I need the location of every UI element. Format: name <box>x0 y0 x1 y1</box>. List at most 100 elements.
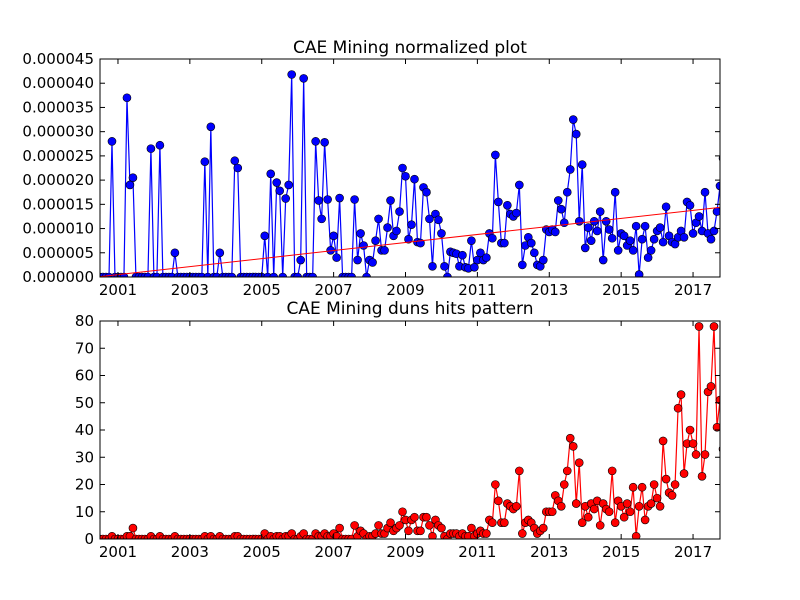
data-point <box>269 272 279 277</box>
data-point <box>395 207 404 216</box>
data-point <box>308 272 317 277</box>
data-point <box>398 163 407 173</box>
data-point <box>583 512 593 522</box>
data-point <box>589 504 599 514</box>
data-point <box>128 523 138 533</box>
data-point <box>407 220 416 229</box>
data-point <box>610 518 620 527</box>
data-point <box>700 450 710 459</box>
data-point <box>332 253 341 262</box>
data-point <box>359 241 368 250</box>
data-point <box>512 208 521 218</box>
y-axis: 0 10 20 30 40 50 60 70 80 <box>75 312 720 548</box>
data-point <box>416 526 425 536</box>
data-point <box>230 156 240 166</box>
data-point <box>709 322 719 331</box>
data-point <box>275 186 285 196</box>
data-point <box>125 180 135 190</box>
data-point <box>649 480 659 489</box>
data-point <box>482 529 491 538</box>
data-point <box>398 507 407 517</box>
x-tick-label: 2003 <box>171 543 209 561</box>
data-point <box>392 226 401 236</box>
data-point <box>565 433 575 443</box>
data-point <box>425 521 434 530</box>
data-point <box>374 214 383 224</box>
data-point <box>601 216 611 226</box>
chart-title: CAE Mining duns hits pattern <box>287 299 534 319</box>
data-point <box>652 493 662 503</box>
data-point <box>272 178 282 187</box>
data-point <box>637 234 647 244</box>
data-point <box>637 482 647 492</box>
data-point <box>494 197 503 207</box>
data-point <box>592 226 602 236</box>
y-tick-label: 40 <box>75 421 94 439</box>
data-point <box>155 140 165 150</box>
data-point <box>628 246 638 255</box>
data-point <box>329 231 338 241</box>
data-point <box>266 169 276 179</box>
data-point <box>571 129 581 139</box>
data-point <box>371 236 380 245</box>
data-point <box>200 157 210 166</box>
data-point <box>625 507 635 517</box>
data-point <box>458 250 467 260</box>
data-point <box>556 204 566 214</box>
plot-frame <box>99 58 721 278</box>
data-point <box>655 501 665 511</box>
data-point <box>655 223 665 232</box>
data-point <box>317 214 326 224</box>
data-point <box>568 442 578 451</box>
data-point <box>685 201 695 210</box>
y-tick-label: 0.000035 <box>22 98 94 116</box>
x-tick-label: 2017 <box>674 281 712 299</box>
x-tick-label: 2007 <box>315 281 353 299</box>
x-tick-label: 2001 <box>99 281 137 299</box>
data-point <box>518 529 527 538</box>
y-tick-label: 20 <box>75 476 94 494</box>
chart-title: CAE Mining normalized plot <box>293 38 527 58</box>
x-tick-label: 2013 <box>530 281 568 299</box>
data-point <box>350 195 359 204</box>
data-point <box>395 521 404 530</box>
y-tick-label: 0.000000 <box>22 268 94 286</box>
data-point <box>320 138 329 147</box>
data-point <box>598 255 608 265</box>
data-point <box>604 225 614 234</box>
x-tick-label: 2015 <box>602 281 640 299</box>
data-point <box>422 187 431 197</box>
data-point <box>565 165 575 174</box>
data-point <box>670 480 680 489</box>
data-point <box>658 436 668 446</box>
data-point <box>503 201 512 210</box>
y-tick-label: 10 <box>75 503 94 521</box>
data-point <box>586 236 596 245</box>
data-point <box>380 246 389 255</box>
data-point <box>293 272 302 277</box>
y-tick-label: 0.000010 <box>22 220 94 238</box>
data-point <box>314 196 323 205</box>
x-tick-label: 2011 <box>458 281 496 299</box>
data-point <box>284 180 294 190</box>
data-point <box>607 233 617 243</box>
data-point <box>574 458 584 468</box>
y-tick-label: 50 <box>75 394 94 412</box>
data-point <box>437 523 446 533</box>
data-point <box>335 193 344 203</box>
data-point <box>410 512 419 522</box>
data-point <box>631 221 641 231</box>
data-point <box>386 518 395 527</box>
data-point <box>556 501 566 511</box>
data-point <box>706 234 716 244</box>
data-point <box>128 173 138 182</box>
data-point <box>604 507 614 517</box>
y-tick-label: 0.000040 <box>22 74 94 92</box>
y-tick-label: 30 <box>75 448 94 466</box>
data-point <box>559 480 569 489</box>
data-point <box>562 466 572 476</box>
data-point <box>595 521 605 530</box>
y-tick-label: 0.000025 <box>22 147 94 165</box>
data-point <box>362 272 371 277</box>
data-point <box>646 499 656 508</box>
